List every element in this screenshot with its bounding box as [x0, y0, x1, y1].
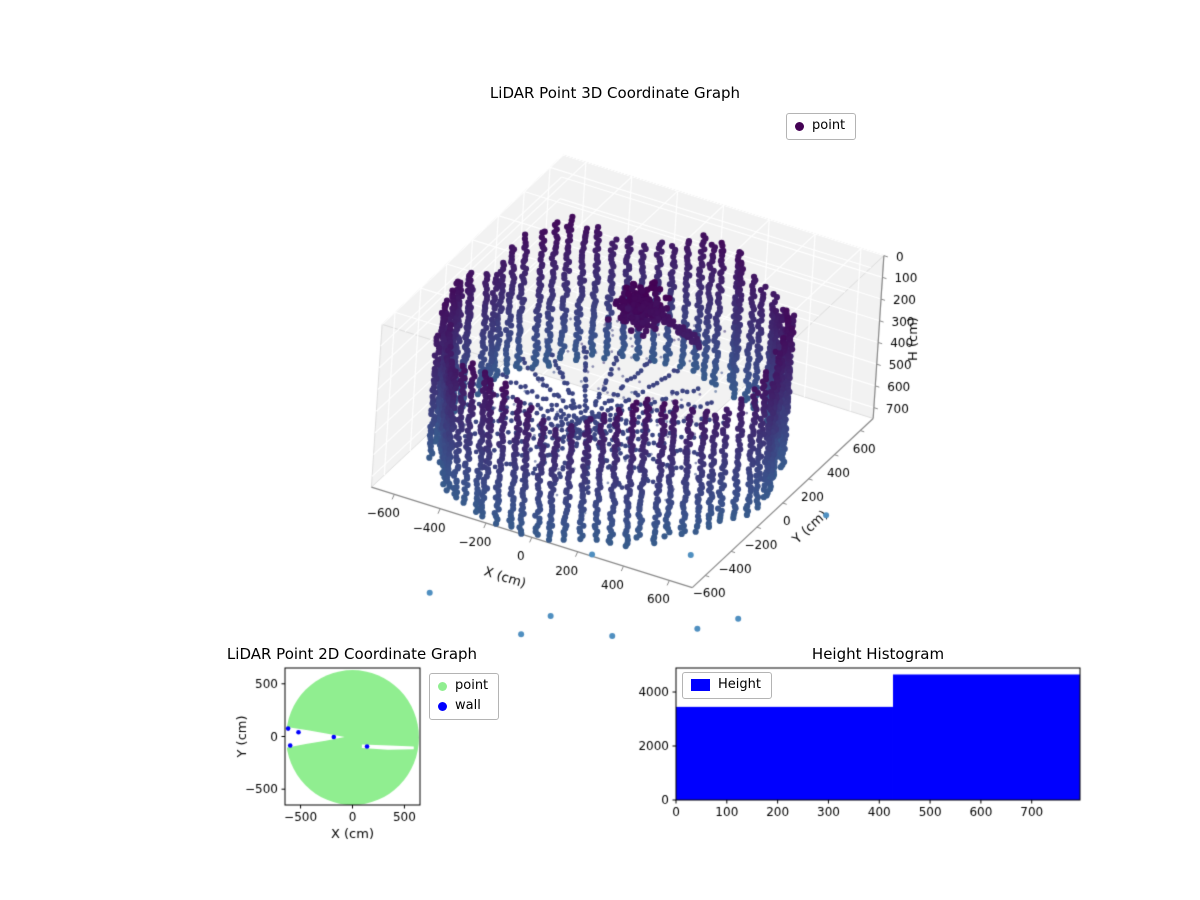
legend-item-point-2d: point [438, 678, 488, 695]
legend-item-wall-2d: wall [438, 698, 488, 715]
legend-histogram: Height [682, 672, 772, 699]
chart-title-histogram: Height Histogram [811, 645, 945, 663]
legend-2d: point wall [429, 673, 500, 720]
legend-label-point-2d: point [455, 678, 489, 693]
point-marker-icon [795, 121, 804, 131]
legend-3d: point [786, 113, 857, 140]
legend-label-height: Height [718, 677, 761, 692]
point-marker-icon [438, 681, 447, 691]
legend-label-wall-2d: wall [455, 697, 481, 713]
wall-marker-icon [438, 701, 447, 711]
legend-item-point-3d: point [795, 118, 845, 135]
legend-label-point-3d: point [812, 118, 846, 133]
chart-title-2d: LiDAR Point 2D Coordinate Graph [226, 645, 478, 663]
chart-title-3d: LiDAR Point 3D Coordinate Graph [489, 84, 741, 102]
height-marker-icon [691, 679, 710, 692]
legend-item-height: Height [691, 677, 761, 694]
plot-3d-canvas [280, 100, 980, 660]
